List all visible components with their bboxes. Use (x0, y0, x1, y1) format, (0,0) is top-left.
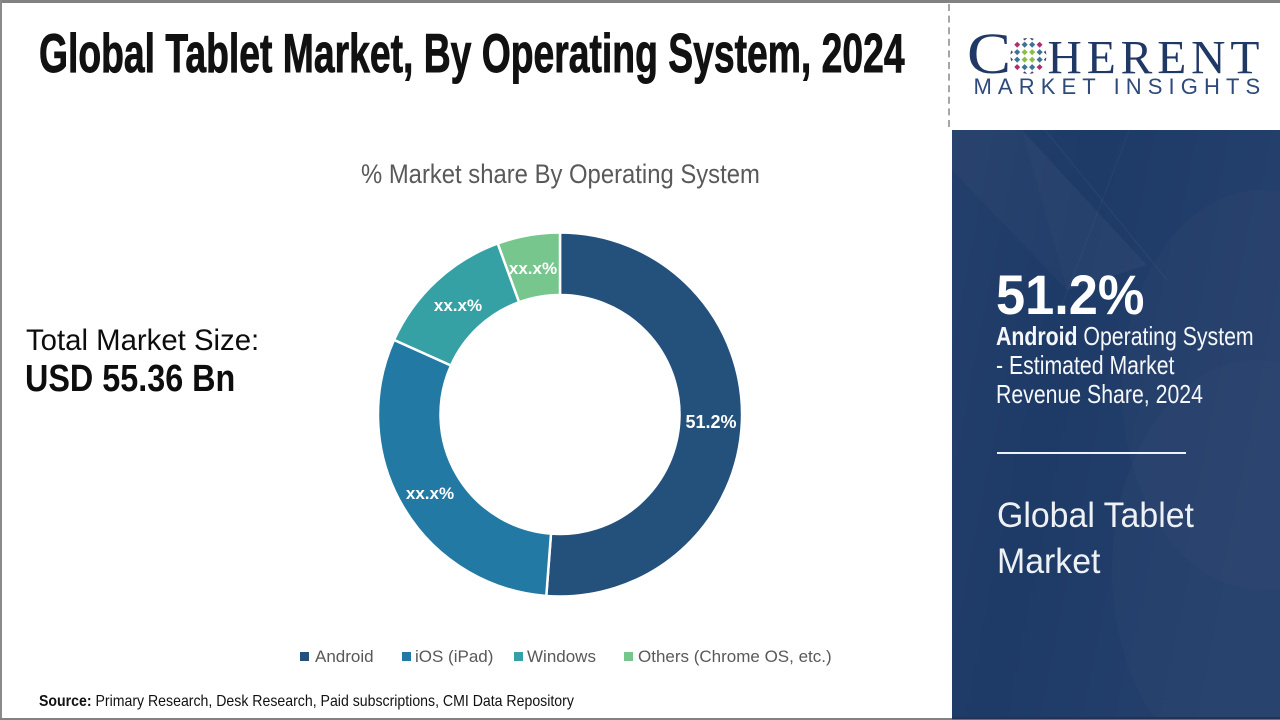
svg-text:C: C (967, 22, 1011, 87)
svg-text:xx.x%: xx.x% (509, 259, 557, 278)
svg-text:MARKET INSIGHTS: MARKET INSIGHTS (974, 74, 1267, 99)
svg-text:51.2%: 51.2% (685, 412, 736, 432)
svg-text:xx.x%: xx.x% (434, 296, 482, 315)
svg-text:HERENT: HERENT (1048, 32, 1265, 84)
svg-text:xx.x%: xx.x% (406, 484, 454, 503)
